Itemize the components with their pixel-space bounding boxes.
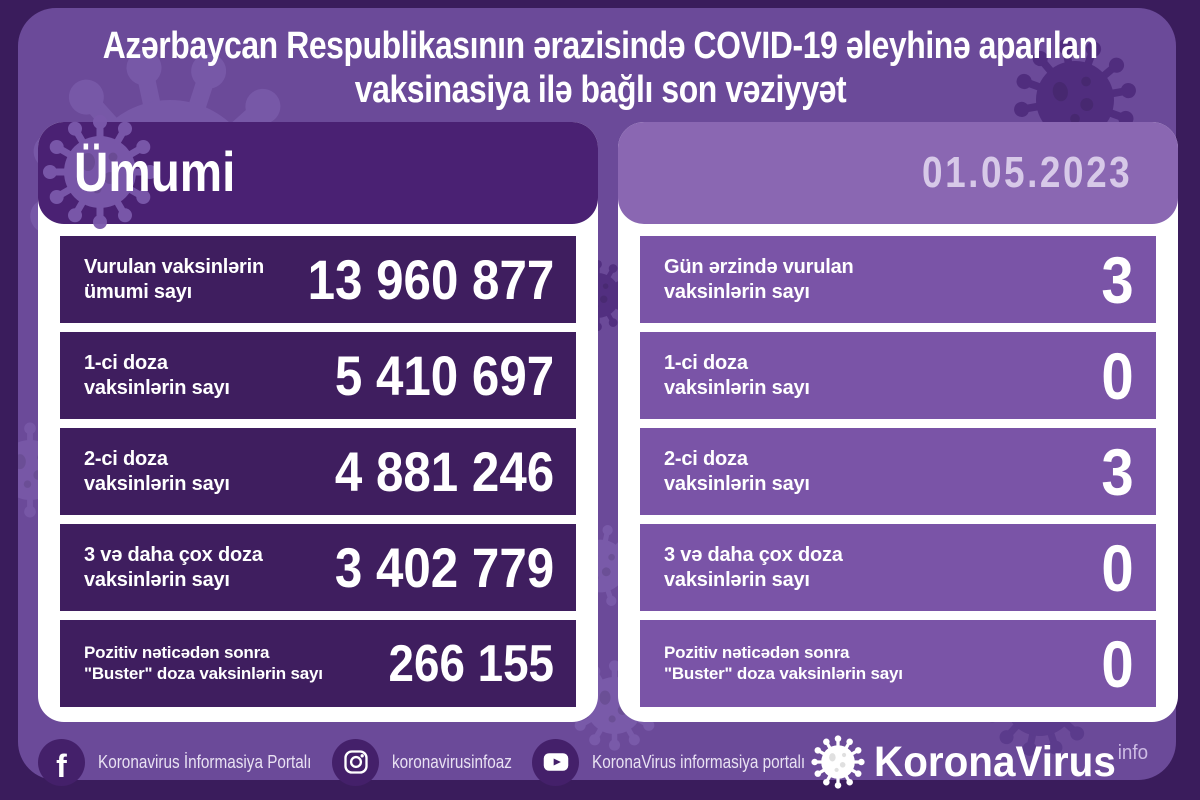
instagram-icon	[332, 738, 379, 786]
row-label-line1: Vurulan vaksinlərin	[84, 256, 264, 279]
row-value: 4 881 246	[334, 440, 554, 503]
virus-logo-icon	[810, 734, 866, 790]
row-daily-first-dose: 1-ci doza vaksinlərin sayı 0	[640, 332, 1156, 419]
report-date: 01.05.2023	[921, 148, 1132, 197]
row-first-dose: 1-ci doza vaksinlərin sayı 5 410 697	[60, 332, 576, 419]
totals-rows: Vurulan vaksinlərin ümumi sayı 13 960 87…	[60, 236, 576, 707]
row-label: Pozitiv nəticədən sonra "Buster" doza va…	[664, 643, 903, 684]
instagram-label: koronavirusinfoaz	[392, 751, 512, 772]
row-value: 0	[1101, 626, 1134, 701]
logo-text: KoronaVirusinfo	[874, 737, 1149, 786]
daily-rows: Gün ərzində vurulan vaksinlərin sayı 3 1…	[640, 236, 1156, 707]
row-label: 2-ci doza vaksinlərin sayı	[84, 447, 230, 496]
row-booster-dose: Pozitiv nəticədən sonra "Buster" doza va…	[60, 620, 576, 707]
row-value: 3 402 779	[334, 536, 554, 599]
row-third-or-more-dose: 3 və daha çox doza vaksinlərin sayı 3 40…	[60, 524, 576, 611]
totals-header-label: Ümumi	[74, 140, 236, 204]
row-label-line2: "Buster" doza vaksinlərin sayı	[84, 663, 323, 683]
row-label: Vurulan vaksinlərin ümumi sayı	[84, 255, 264, 304]
row-label: 2-ci doza vaksinlərin sayı	[664, 447, 810, 496]
row-value: 5 410 697	[334, 344, 554, 407]
row-daily-booster-dose: Pozitiv nəticədən sonra "Buster" doza va…	[640, 620, 1156, 707]
row-value: 3	[1101, 242, 1134, 317]
row-value: 13 960 877	[307, 248, 554, 311]
row-daily-vaccines: Gün ərzində vurulan vaksinlərin sayı 3	[640, 236, 1156, 323]
row-label-line2: vaksinlərin sayı	[84, 472, 230, 495]
row-label-line1: 3 və daha çox doza	[664, 544, 843, 567]
row-label: Gün ərzində vurulan vaksinlərin sayı	[664, 255, 854, 304]
koronavirus-info-logo: KoronaVirusinfo	[810, 733, 1166, 791]
row-value: 0	[1101, 338, 1134, 413]
facebook-label: Koronavirus İnformasiya Portalı	[98, 751, 312, 772]
row-label-line1: 1-ci doza	[664, 352, 748, 375]
row-label-line1: Pozitiv nəticədən sonra	[84, 642, 270, 662]
row-value: 0	[1101, 530, 1134, 605]
row-label-line2: vaksinlərin sayı	[84, 376, 230, 399]
totals-header: Ümumi	[38, 122, 598, 224]
row-label-line1: Pozitiv nəticədən sonra	[664, 642, 850, 662]
row-label-line2: ümumi sayı	[84, 280, 193, 303]
row-value: 266 155	[388, 634, 554, 693]
row-label-line1: 1-ci doza	[84, 352, 168, 375]
row-daily-third-or-more-dose: 3 və daha çox doza vaksinlərin sayı 0	[640, 524, 1156, 611]
row-label: Pozitiv nəticədən sonra "Buster" doza va…	[84, 643, 323, 684]
page-title-line2: vaksinasiya ilə bağlı son vəziyyət	[354, 69, 846, 112]
row-second-dose: 2-ci doza vaksinlərin sayı 4 881 246	[60, 428, 576, 515]
row-daily-second-dose: 2-ci doza vaksinlərin sayı 3	[640, 428, 1156, 515]
daily-header: 01.05.2023	[618, 122, 1178, 224]
row-label-line1: 2-ci doza	[664, 448, 748, 471]
row-label: 3 və daha çox doza vaksinlərin sayı	[84, 543, 263, 592]
row-label-line1: 3 və daha çox doza	[84, 544, 263, 567]
youtube-icon	[532, 738, 579, 786]
row-total-vaccines: Vurulan vaksinlərin ümumi sayı 13 960 87…	[60, 236, 576, 323]
row-label-line2: vaksinlərin sayı	[664, 568, 810, 591]
page-title: Azərbaycan Respublikasının ərazisində CO…	[0, 24, 1200, 112]
instagram-link[interactable]: koronavirusinfoaz	[332, 736, 533, 788]
facebook-link[interactable]: f Koronavirus İnformasiya Portalı	[38, 736, 349, 788]
row-label-line2: vaksinlərin sayı	[664, 376, 810, 399]
row-label: 3 və daha çox doza vaksinlərin sayı	[664, 543, 843, 592]
row-label: 1-ci doza vaksinlərin sayı	[664, 351, 810, 400]
facebook-icon: f	[38, 738, 85, 786]
logo-suffix: info	[1118, 741, 1149, 764]
page-title-line1: Azərbaycan Respublikasının ərazisində CO…	[102, 25, 1098, 67]
youtube-link[interactable]: KoronaVirus informasiya portalı	[532, 736, 843, 788]
youtube-label: KoronaVirus informasiya portalı	[592, 751, 806, 772]
row-label-line1: 2-ci doza	[84, 448, 168, 471]
row-label-line2: vaksinlərin sayı	[84, 568, 230, 591]
row-label-line1: Gün ərzində vurulan	[664, 256, 854, 279]
row-label-line2: "Buster" doza vaksinlərin sayı	[664, 663, 903, 683]
row-value: 3	[1101, 434, 1134, 509]
row-label-line2: vaksinlərin sayı	[664, 472, 810, 495]
row-label-line2: vaksinlərin sayı	[664, 280, 810, 303]
row-label: 1-ci doza vaksinlərin sayı	[84, 351, 230, 400]
